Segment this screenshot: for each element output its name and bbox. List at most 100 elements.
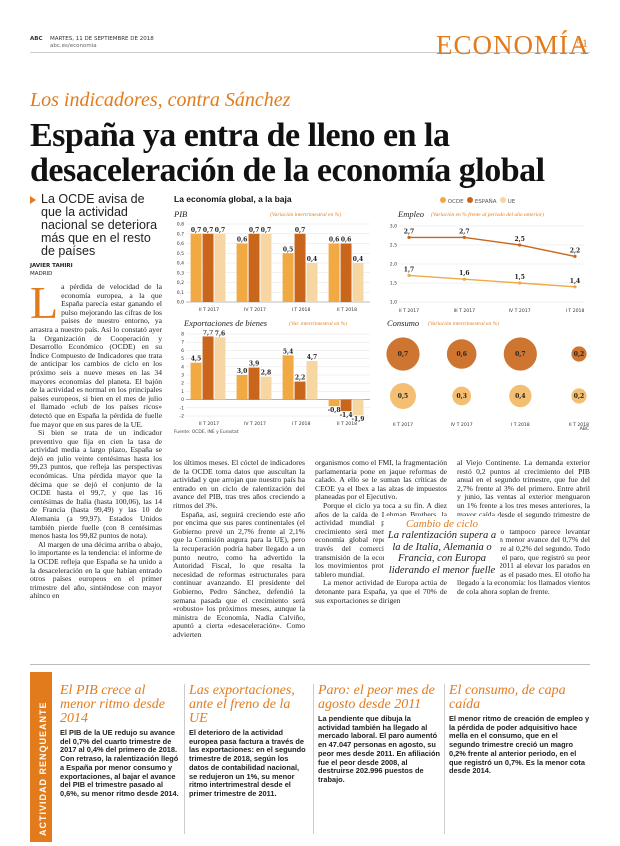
bar-value-label: 7,6	[215, 330, 225, 337]
divider-3	[444, 684, 445, 834]
line-value-label: 2,5	[514, 236, 524, 243]
bottom-box-exports-title: Las exportaciones, ante el freno de la U…	[189, 683, 295, 726]
pib-note: (Variación intertrimestral en %)	[270, 212, 342, 218]
chart-main-title: La economía global, a la baja	[174, 194, 292, 204]
line-point	[573, 254, 577, 258]
bubble-value-label: 0,3	[456, 393, 466, 400]
bar-value-label: 0,7	[295, 227, 305, 234]
headline-line-1: España ya entra de lleno en la	[30, 117, 450, 154]
bar-ue	[352, 263, 364, 302]
col1-para-3: Al margen de una décima arriba o abajo, …	[30, 539, 162, 601]
legend-espana: ESPAÑA	[467, 197, 496, 205]
bar-ue	[306, 361, 318, 400]
bottom-box-pib-text: El PIB de la UE redujo su avance del 0,7…	[60, 728, 179, 798]
bar-ocde	[328, 399, 340, 407]
bar-value-label: 2,2	[295, 375, 305, 382]
x-tick-label: II T 2017	[393, 422, 413, 428]
line-españa	[409, 236, 576, 258]
bar-value-label: 0,6	[341, 237, 351, 244]
y-tick-label: 2	[181, 381, 184, 387]
divider-2	[313, 684, 314, 834]
chart-credit: ABC	[580, 426, 589, 430]
bubble-españa	[446, 339, 477, 369]
bar-value-label: 4,5	[191, 356, 201, 363]
exports-note: (Var. intertrimestral en %)	[289, 321, 348, 327]
bar-ue	[306, 263, 318, 302]
col3-para-1: organismos como el FMI, la fragmentación…	[315, 459, 447, 502]
y-tick-label: -1	[179, 405, 184, 411]
line-value-label: 1,6	[459, 270, 469, 277]
header-rule	[30, 52, 590, 53]
x-tick-label: IV T 2017	[509, 308, 531, 314]
bubble-españa	[503, 337, 537, 371]
bubble-ue	[571, 388, 587, 404]
bar-españa	[340, 243, 352, 302]
bar-value-label: 7,7	[203, 330, 213, 336]
col1-para-2: Si bien se trata de un indicador prevent…	[30, 428, 162, 541]
pull-quote: Cambio de ciclo La ralentización supera …	[384, 516, 500, 578]
bottom-box-pib-title: El PIB crece al menor ritmo desde 2014	[60, 683, 165, 726]
pull-quote-title: Cambio de ciclo	[405, 518, 479, 530]
bar-value-label: 0,7	[249, 227, 259, 234]
y-tick-label: -2	[179, 414, 184, 420]
pull-quote-text: La ralentización supera a la de Italia, …	[387, 530, 497, 576]
line-point	[462, 277, 466, 281]
bottom-box-consumo-text: El menor ritmo de creación de empleo y l…	[449, 714, 590, 776]
employment-chart: 3,0 2,5 2,0 1,5 1,0 2,7 2,7 2,5 2,2 1,7 1,6 1,5 1,4 I…	[390, 224, 585, 314]
x-tick-label: II T 2017	[199, 307, 219, 313]
kicker: Los indicadores, contra Sánchez	[30, 89, 291, 111]
employment-title: Empleo	[398, 209, 424, 219]
y-tick-label: 0,4	[177, 261, 184, 267]
bar-españa	[248, 233, 260, 302]
employment-note: (Variación en % frente al periodo del añ…	[431, 212, 544, 218]
side-label-bar: ACTIVIDAD RENQUEANTE	[30, 672, 52, 842]
bar-españa	[202, 336, 214, 400]
bar-value-label: 0,7	[203, 227, 213, 234]
x-tick-label: III T 2017	[454, 308, 476, 314]
bar-value-label: 0,4	[353, 256, 363, 263]
bar-españa	[340, 399, 352, 412]
x-tick-label: I T 2018	[566, 308, 585, 314]
col3-para-3: La menor actividad de Europa actúa de de…	[315, 578, 447, 605]
bottom-box-exports: Las exportaciones, ante el freno de la U…	[189, 684, 309, 799]
bar-ocde	[190, 362, 202, 400]
consumption-note: (Variación intertrimestral en %)	[428, 321, 500, 327]
bar-value-label: 3,0	[237, 368, 247, 375]
bottom-box-consumo-title: El consumo, de capa caída	[449, 683, 566, 712]
bar-value-label: -1,4	[340, 412, 353, 419]
col1-para-1: a pérdida de velocidad de la economía eu…	[30, 283, 162, 429]
bubble-españa	[386, 337, 420, 371]
bar-ocde	[190, 233, 202, 302]
column-2: los últimos meses. El cóctel de indicado…	[173, 459, 305, 649]
bar-ocde	[236, 243, 248, 302]
bar-value-label: 0,6	[329, 237, 339, 244]
x-tick-label: II T 2018	[337, 307, 357, 313]
y-tick-label: 6	[181, 348, 184, 354]
bar-value-label: 4,7	[307, 354, 317, 361]
y-tick-label: 1	[181, 389, 184, 395]
y-tick-label: 0,6	[177, 241, 184, 247]
col2-para-2: España, así, seguirá creciendo este año …	[173, 509, 305, 639]
line-point	[573, 285, 577, 289]
paper-name: ABC	[30, 36, 43, 42]
legend-ue: UE	[499, 197, 515, 205]
y-tick-label: 2,5	[390, 243, 397, 249]
column-1: L a pérdida de velocidad de la economía …	[30, 283, 162, 648]
byline-location: MADRID	[30, 271, 53, 277]
bar-ue	[260, 376, 272, 400]
bar-ocde	[328, 243, 340, 302]
bubble-ue	[509, 384, 532, 408]
line-point	[462, 235, 466, 239]
col2-para-1: los últimos meses. El cóctel de indicado…	[173, 459, 305, 510]
bar-value-label: 0,7	[215, 227, 225, 234]
bar-españa	[202, 233, 214, 302]
y-tick-label: 0,2	[177, 280, 184, 286]
bottom-top-rule	[30, 664, 590, 665]
y-tick-label: 2,0	[390, 262, 397, 268]
consumption-title: Consumo	[387, 318, 420, 328]
x-tick-label: IV T 2017	[244, 421, 266, 427]
y-tick-label: 0,8	[177, 222, 184, 228]
y-tick-label: 5	[181, 356, 184, 362]
x-tick-label: II T 2017	[399, 308, 419, 314]
bubble-value-label: 0,5	[398, 393, 408, 400]
